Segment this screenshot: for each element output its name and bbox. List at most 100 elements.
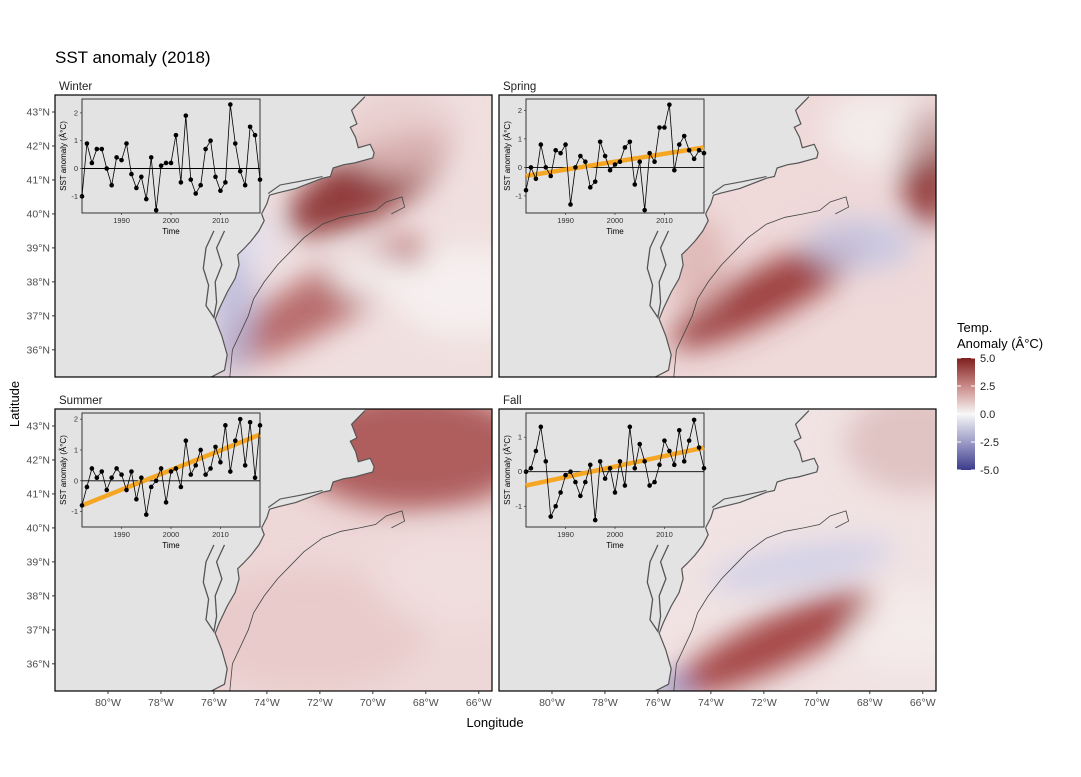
data-point (163, 500, 169, 505)
y-tick-label: 39°N (27, 242, 50, 254)
x-tick-label: 70°W (360, 697, 386, 709)
data-point (686, 438, 692, 443)
data-point (696, 445, 702, 450)
panel-strip-label: Spring (503, 81, 536, 93)
coastline-south (655, 527, 709, 691)
x-axis-title: Longitude (466, 715, 523, 730)
data-point (183, 113, 189, 118)
data-point (119, 157, 124, 163)
data-point (213, 174, 218, 180)
inset-y-tick-label: 2 (74, 415, 78, 424)
data-point (257, 423, 263, 428)
inset-x-tick-label: 2010 (212, 216, 229, 225)
data-point (153, 207, 159, 213)
x-tick-label: 68°W (413, 697, 439, 709)
data-point (548, 514, 554, 519)
anomaly-blob (395, 247, 492, 338)
data-point (553, 148, 558, 153)
inset-y-tick-label: 0 (74, 476, 78, 485)
anomaly-blob (707, 539, 895, 591)
data-point (168, 469, 174, 474)
inset-y-title: SST anomaly (Â°C) (59, 121, 68, 191)
data-point (168, 160, 174, 166)
y-tick-label: 43°N (27, 420, 50, 432)
data-point (198, 447, 203, 453)
data-point (143, 512, 149, 517)
data-point (114, 466, 119, 471)
inset-x-title: Time (606, 227, 624, 236)
data-point (681, 133, 687, 139)
data-point (563, 472, 568, 478)
data-point (173, 466, 179, 471)
data-point (223, 423, 228, 428)
inset-y-title: SST anomaly (Â°C) (503, 121, 512, 191)
trend-line (525, 445, 705, 488)
data-point (558, 150, 563, 156)
data-point (617, 159, 623, 164)
inset-plot-area (525, 98, 705, 214)
data-point (568, 469, 573, 475)
data-point (158, 163, 164, 169)
inset-y-tick-label: 1 (518, 433, 522, 442)
data-point (642, 207, 647, 213)
inset-x-title: Time (606, 541, 624, 550)
y-tick-label: 38°N (27, 590, 50, 602)
data-point (538, 424, 544, 430)
inset-y-tick-label: 0 (74, 164, 78, 173)
coastline-south (655, 213, 709, 377)
data-point (637, 441, 643, 447)
data-point (657, 462, 662, 468)
y-tick-label: 42°N (27, 454, 50, 466)
data-point (548, 173, 554, 179)
inset-x-title: Time (162, 227, 180, 236)
data-point (208, 138, 213, 144)
data-point (568, 202, 573, 207)
data-point (232, 438, 238, 444)
legend-tick-label: -5.0 (980, 465, 999, 477)
data-point (139, 475, 144, 481)
data-point (607, 465, 613, 471)
data-point (637, 159, 643, 164)
x-tick-label: 76°W (645, 697, 671, 709)
inset-y-title: SST anomaly (Â°C) (503, 435, 512, 505)
inset-x-tick-label: 2000 (163, 216, 180, 225)
data-point (178, 180, 184, 185)
x-tick-label: 80°W (95, 697, 121, 709)
data-point (153, 478, 159, 484)
inset-y-tick-label: 0 (518, 163, 522, 172)
data-point (662, 438, 667, 443)
y-tick-label: 41°N (27, 488, 50, 500)
inset-x-tick-label: 2010 (212, 530, 229, 539)
data-point (94, 146, 100, 152)
data-point (99, 146, 105, 152)
coastline-south (211, 527, 265, 691)
data-point (563, 142, 568, 147)
inset-y-tick-label: 2 (518, 106, 522, 115)
inset-y-title: SST anomaly (Â°C) (59, 435, 68, 505)
data-point (592, 179, 598, 184)
inset-timeseries-summer: -1 0 1 2 1990 2000 2010 Time SST anomaly (Â°C) (59, 412, 263, 550)
inset-y-tick-label: -1 (71, 507, 78, 516)
inset-x-tick-label: 2010 (656, 216, 673, 225)
coastline-north (261, 96, 375, 215)
data-point (583, 159, 588, 164)
anomaly-blob (674, 591, 875, 691)
data-point (109, 182, 114, 188)
inset-x-tick-label: 1990 (557, 216, 574, 225)
anomaly-blob (849, 589, 936, 670)
y-tick-label: 42°N (27, 140, 50, 152)
data-point (99, 469, 105, 474)
panel-fall: Fall 80°W 78°W 76°W 74°W 72°W 70°W 68°W 66°W -1 0 1… (498, 395, 937, 709)
legend-tick-label: -2.5 (980, 437, 999, 449)
inset-x-tick-label: 2000 (607, 530, 624, 539)
data-point (198, 182, 203, 188)
data-point (237, 168, 243, 174)
trend-line (525, 145, 705, 179)
data-point (158, 466, 164, 471)
data-point (607, 167, 613, 173)
panel-spring: Spring -1 0 1 2 1990 2000 2010 Time SST anomaly (… (498, 81, 937, 378)
inset-timeseries-winter: -1 0 1 2 1990 2000 2010 Time SST anomaly (Â°C) (59, 98, 263, 236)
data-point (528, 165, 534, 170)
y-tick-label: 37°N (27, 624, 50, 636)
data-point (543, 459, 549, 464)
